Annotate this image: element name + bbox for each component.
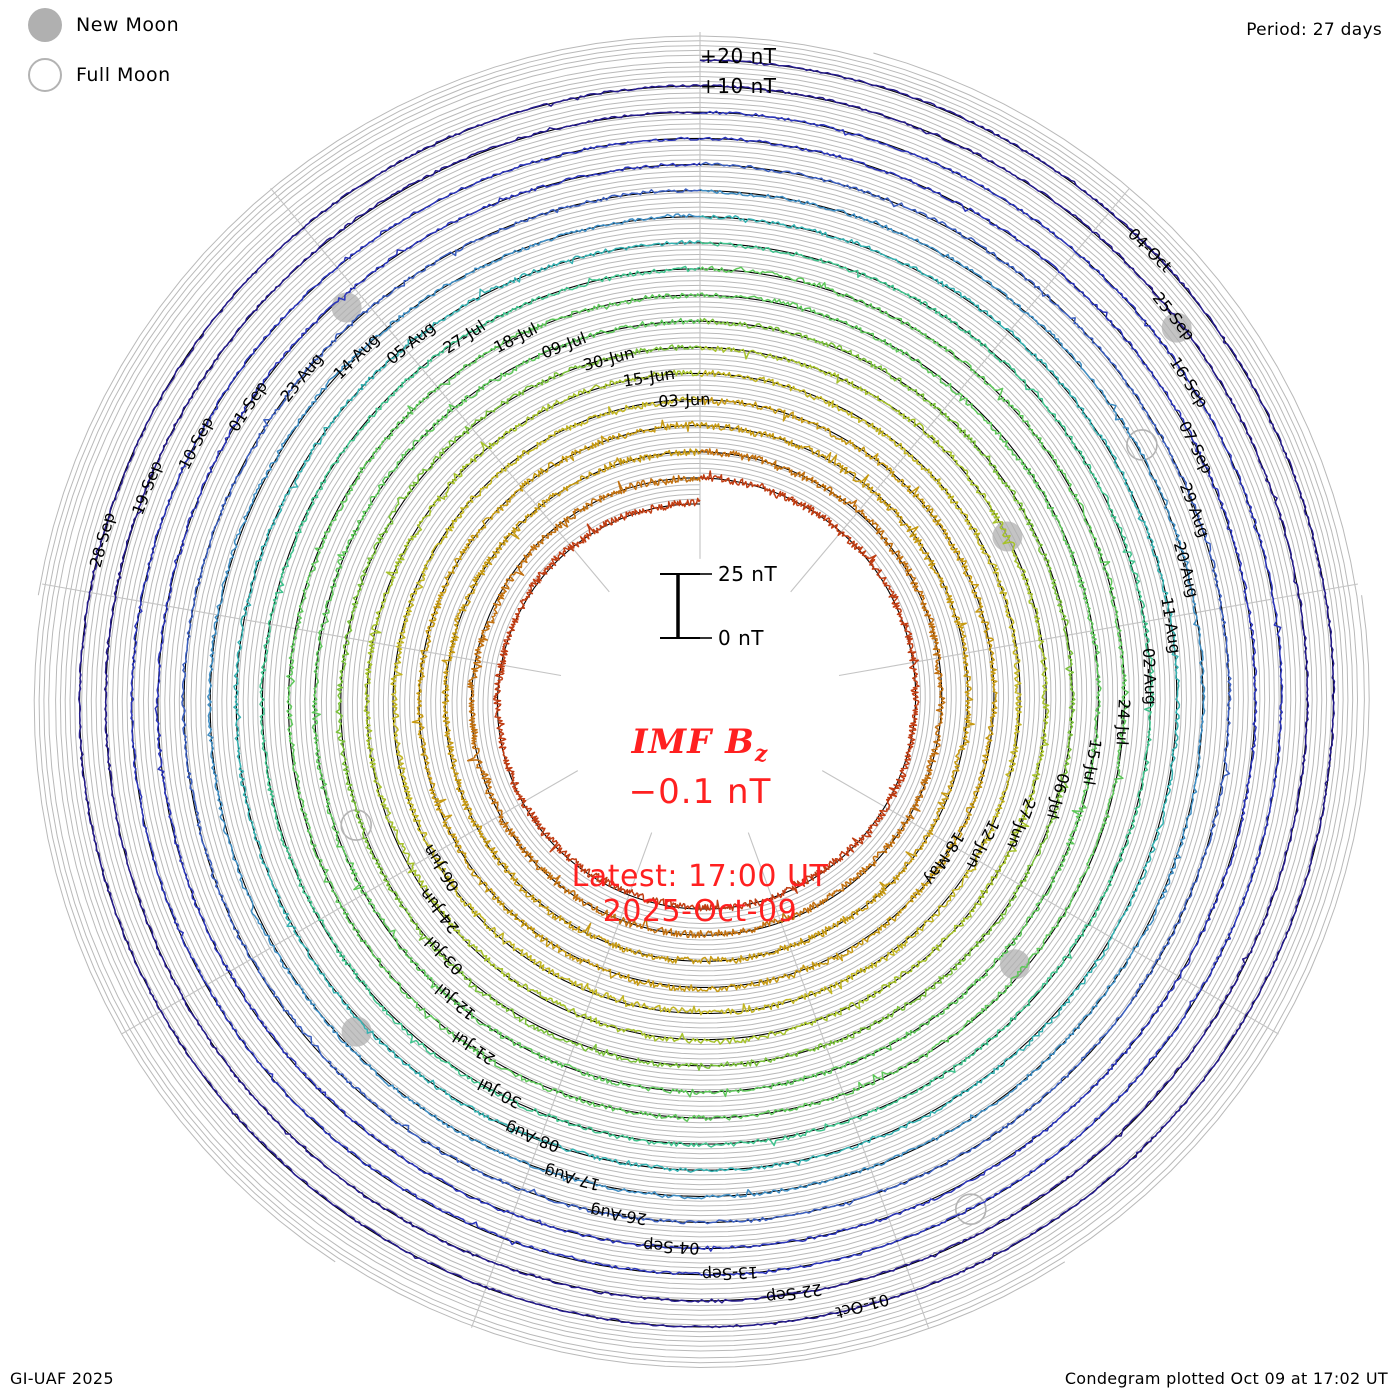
bz-trace xyxy=(466,448,946,939)
full-moon-marker xyxy=(1126,429,1158,461)
bz-trace xyxy=(78,59,1336,1329)
date-label: 29-Aug xyxy=(1176,480,1214,540)
date-label: 26-Aug xyxy=(589,1201,648,1229)
full-moon-icon xyxy=(28,58,62,92)
latest-time: Latest: 17:00 UT xyxy=(571,859,829,894)
period-label: Period: 27 days xyxy=(1246,20,1382,40)
amplitude-scale-bar xyxy=(660,573,712,639)
credit-left: GI-UAF 2025 xyxy=(10,1369,114,1388)
latest-date: 2025-Oct-09 xyxy=(602,894,798,929)
new-moon-marker xyxy=(1161,312,1192,343)
polar-grid xyxy=(33,32,1370,1369)
bz-trace xyxy=(207,188,1206,1200)
bz-trace xyxy=(103,84,1310,1304)
bz-trace xyxy=(363,345,1050,1045)
scale-bar-top-label: 25 nT xyxy=(718,562,778,586)
parameter-value: −0.1 nT xyxy=(628,772,772,812)
bz-trace xyxy=(411,396,998,993)
full-moon-marker xyxy=(954,1193,987,1225)
bz-trace xyxy=(311,292,1102,1098)
new-moon-icon xyxy=(28,8,62,42)
scale-bar-bottom-label: 0 nT xyxy=(718,626,764,650)
moon-markers xyxy=(331,292,1192,1225)
date-label: 13-Sep xyxy=(701,1263,758,1285)
bz-trace xyxy=(390,369,1023,1016)
legend-row-full-moon: Full Moon xyxy=(28,58,171,92)
date-label: 04-Sep xyxy=(643,1236,700,1258)
date-label: 02-Aug xyxy=(1139,647,1161,705)
date-label: 11-Aug xyxy=(1157,596,1185,655)
bz-trace xyxy=(493,470,920,913)
parameter-title: IMF Bz xyxy=(500,722,900,767)
credit-right: Condegram plotted Oct 09 at 17:02 UT xyxy=(1064,1369,1388,1388)
radial-tick-label-10: +10 nT xyxy=(700,74,777,98)
bz-trace xyxy=(286,265,1130,1123)
date-label: 10-Sep xyxy=(175,414,217,473)
bz-trace xyxy=(181,161,1232,1225)
bz-trace xyxy=(130,110,1284,1277)
new-moon-marker xyxy=(1000,949,1030,980)
bz-trace xyxy=(335,317,1076,1071)
bz-traces xyxy=(78,59,1336,1329)
date-label: 21-Jul xyxy=(449,1028,498,1069)
date-label: 03-Jun xyxy=(658,389,711,411)
bz-trace xyxy=(259,241,1155,1148)
radial-tick-label-20: +20 nT xyxy=(700,44,777,68)
bz-trace xyxy=(233,214,1181,1173)
parameter-title-main: IMF B xyxy=(631,722,755,762)
bz-trace xyxy=(441,421,975,965)
date-label: 07-Sep xyxy=(1175,418,1217,477)
date-label: 08-Aug xyxy=(502,1118,562,1156)
full-moon-label: Full Moon xyxy=(76,64,171,86)
bz-trace xyxy=(154,136,1258,1252)
date-label: 24-Jul xyxy=(1112,699,1133,746)
date-label: 19-Sep xyxy=(128,458,166,517)
date-label: 22-Sep xyxy=(765,1280,824,1308)
new-moon-marker xyxy=(341,1016,372,1047)
new-moon-label: New Moon xyxy=(76,14,180,36)
legend-row-new-moon: New Moon xyxy=(28,8,179,42)
parameter-title-subscript: z xyxy=(754,740,769,767)
